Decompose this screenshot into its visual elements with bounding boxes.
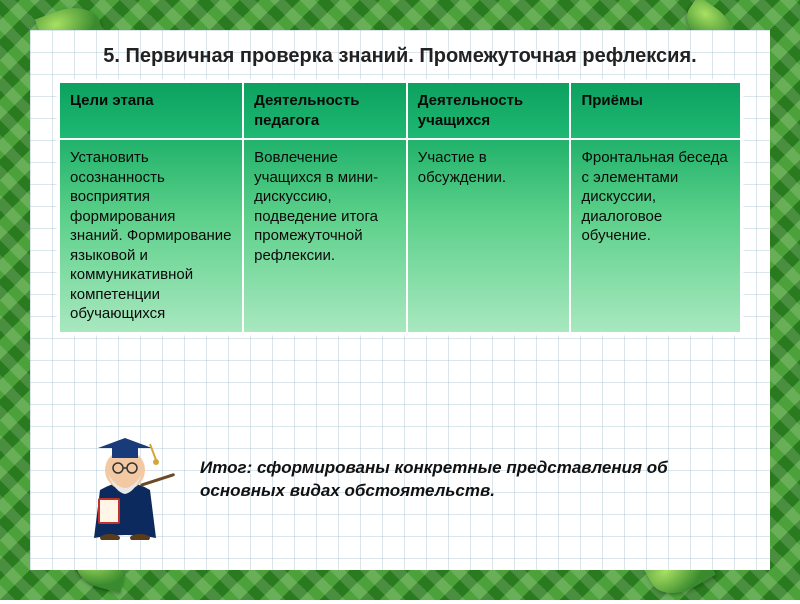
col-header-goals: Цели этапа [59, 82, 243, 139]
cell-teacher: Вовлечение учащихся в мини-дискуссию, по… [243, 139, 407, 333]
summary-text: Итог: сформированы конкретные представле… [192, 457, 730, 503]
stage-table: Цели этапа Деятельность педагога Деятель… [58, 81, 742, 334]
page-title: 5. Первичная проверка знаний. Промежуточ… [58, 44, 742, 69]
col-header-students: Деятельность учащихся [407, 82, 571, 139]
table-header-row: Цели этапа Деятельность педагога Деятель… [59, 82, 741, 139]
col-header-teacher: Деятельность педагога [243, 82, 407, 139]
professor-mascot-icon [70, 420, 180, 540]
cell-methods: Фронтальная беседа с элементами дискусси… [570, 139, 741, 333]
cell-students: Участие в обсуждении. [407, 139, 571, 333]
table-row: Установить осознанность восприятия форми… [59, 139, 741, 333]
col-header-methods: Приёмы [570, 82, 741, 139]
content-panel: 5. Первичная проверка знаний. Промежуточ… [30, 30, 770, 570]
footer-row: Итог: сформированы конкретные представле… [70, 420, 730, 540]
cell-goals: Установить осознанность восприятия форми… [59, 139, 243, 333]
